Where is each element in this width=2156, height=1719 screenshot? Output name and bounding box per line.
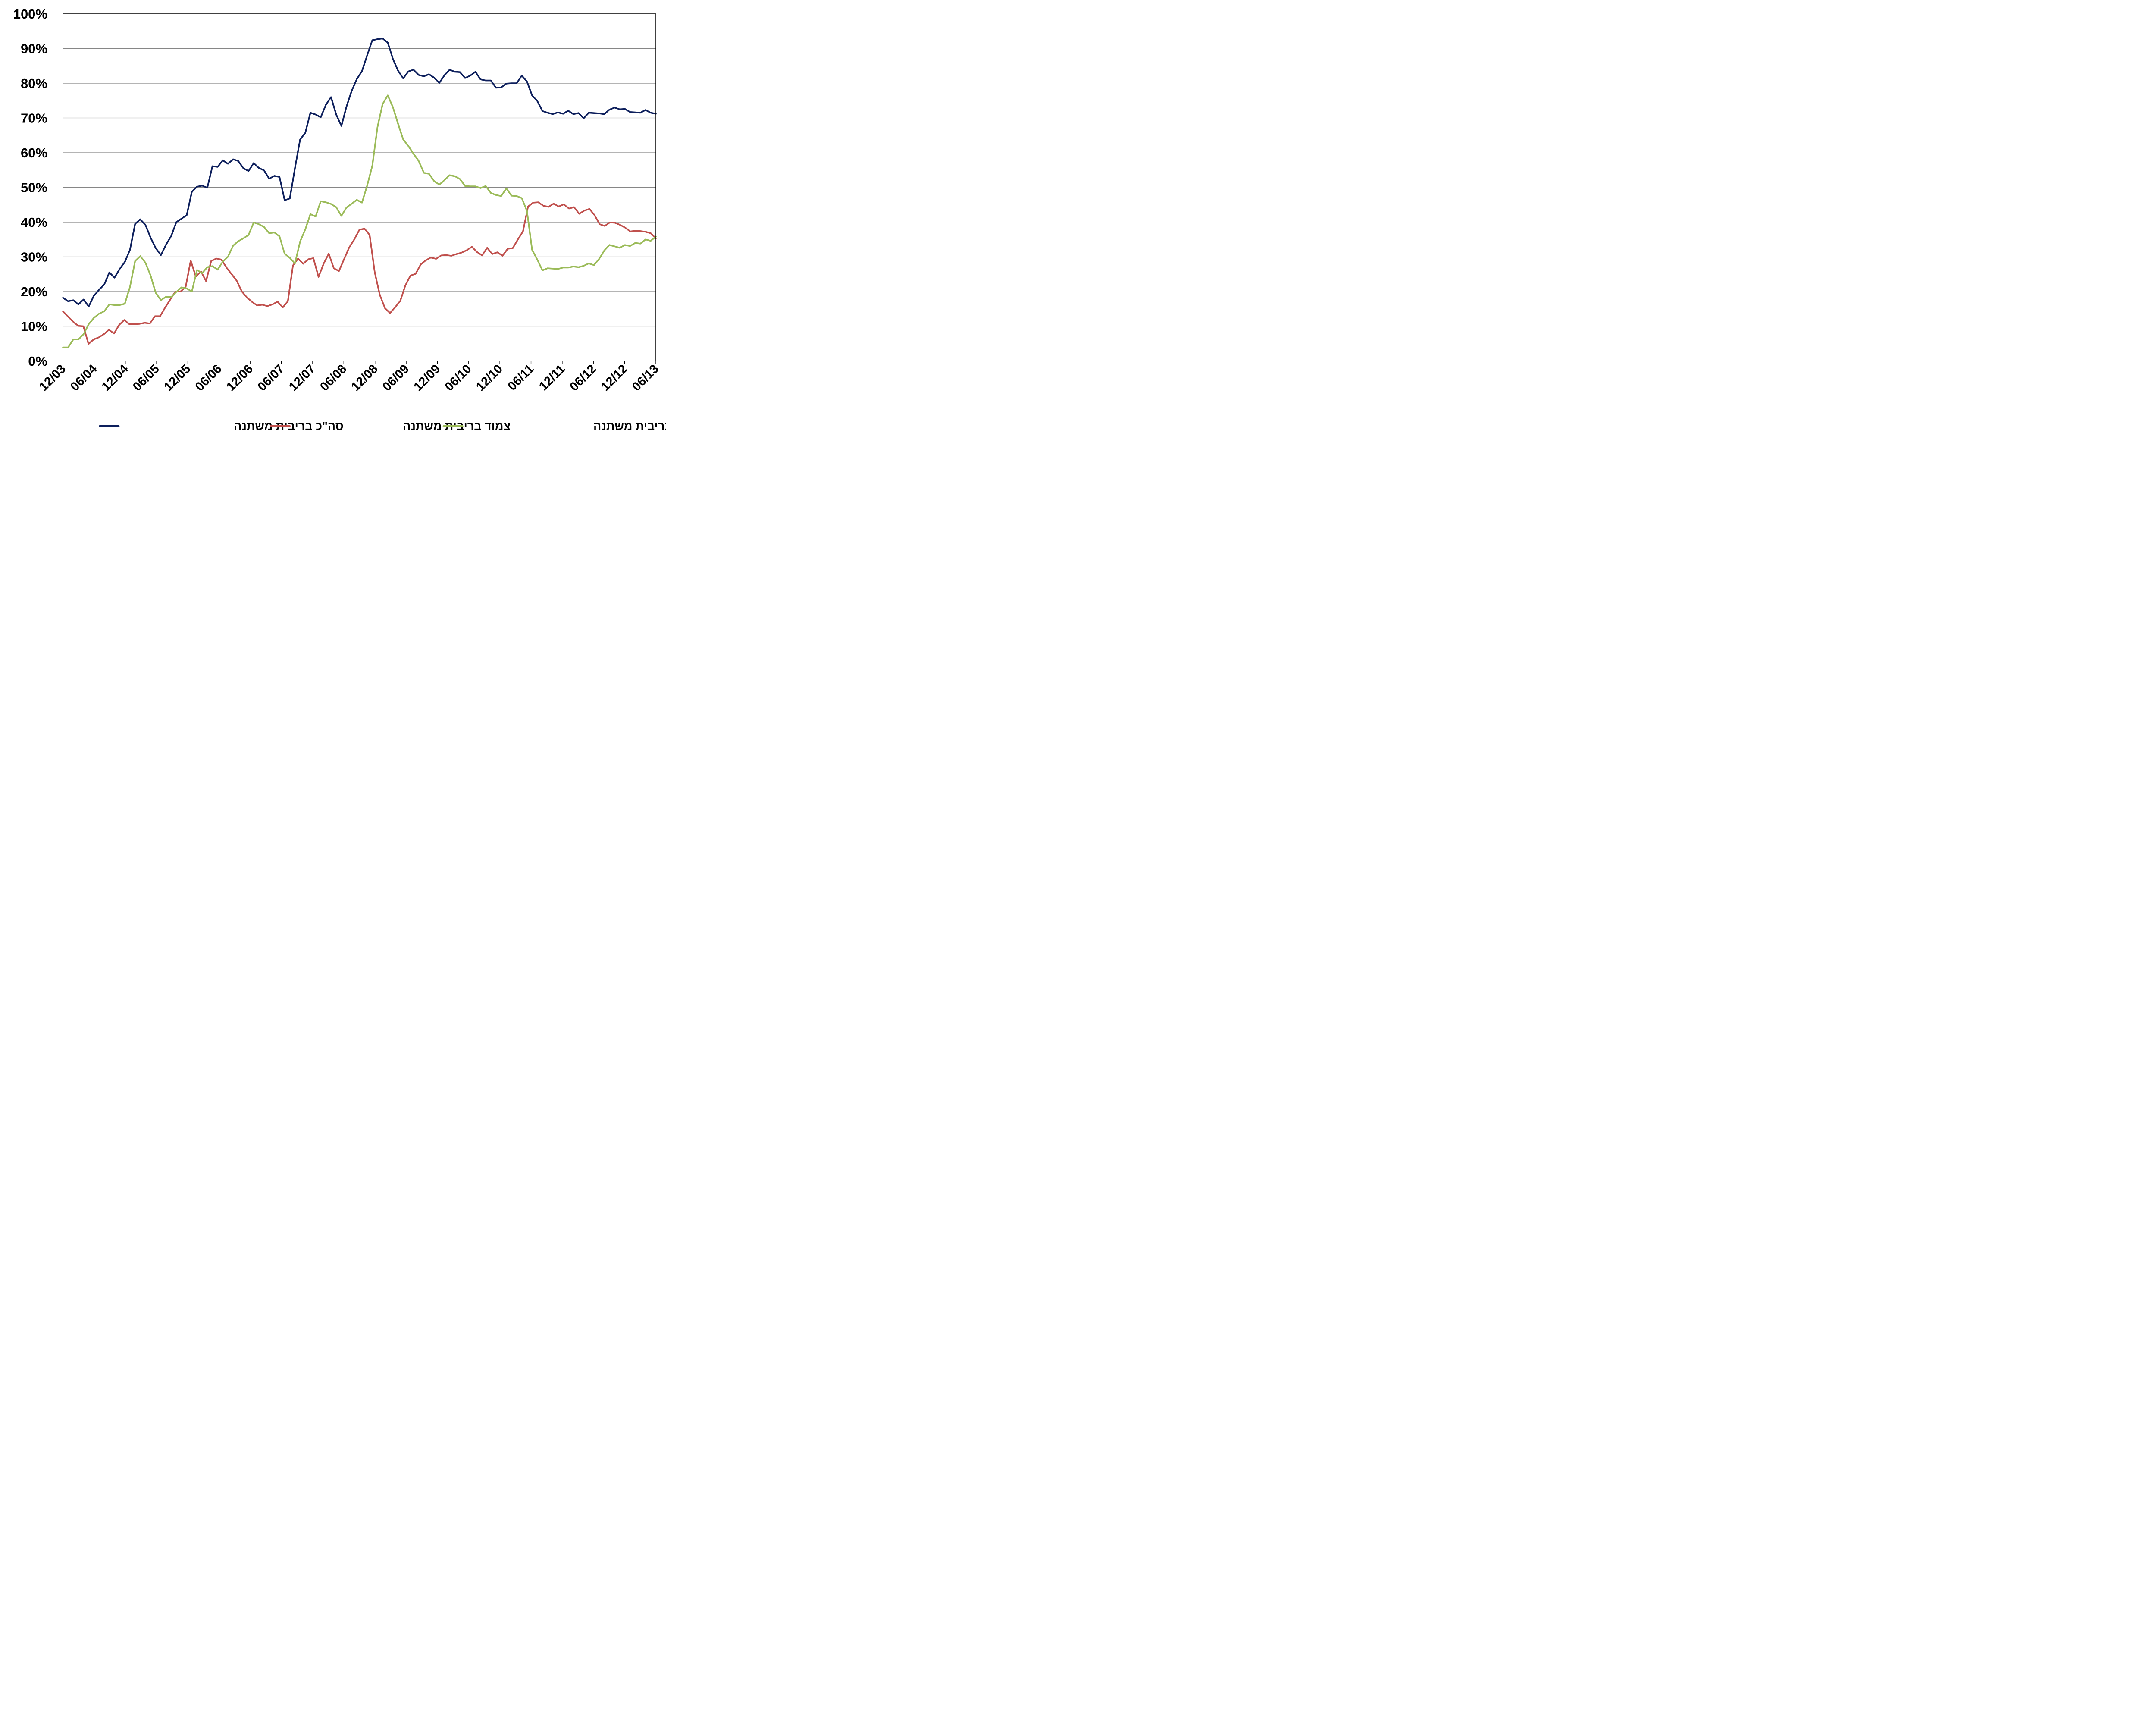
x-tick-label: 06/06: [193, 362, 225, 394]
y-tick-label: 0%: [28, 354, 47, 369]
y-tick-label: 70%: [21, 111, 47, 126]
x-tick-label: 12/12: [599, 362, 630, 394]
x-tick-label: 06/09: [380, 362, 412, 394]
y-axis-ticks: 0% 10% 20% 30% 40% 50% 60% 70% 80% 90% 100%: [13, 6, 47, 369]
y-tick-label: 80%: [21, 76, 47, 91]
y-tick-label: 40%: [21, 215, 47, 230]
y-tick-label: 60%: [21, 145, 47, 160]
x-tick-label: 06/13: [630, 362, 661, 394]
plot-area-border: [63, 13, 656, 361]
legend-item: לא צמוד בריבית משתנה: [442, 420, 666, 433]
y-tick-label: 10%: [21, 319, 47, 334]
legend-item: סה"כ בריבית משתנה: [99, 420, 344, 433]
y-tick-label: 20%: [21, 284, 47, 299]
line-chart: 0% 10% 20% 30% 40% 50% 60% 70% 80% 90% 100% 12/030…: [13, 6, 666, 433]
series-line-2: [62, 201, 657, 345]
y-tick-label: 100%: [13, 6, 47, 22]
x-tick-label: 06/08: [317, 362, 349, 394]
series-line-1: [62, 38, 657, 307]
x-tick-label: 12/06: [224, 362, 256, 394]
series-lines: [62, 38, 657, 348]
x-tick-label: 12/07: [286, 362, 318, 394]
x-tick-label: 12/09: [411, 362, 443, 394]
x-axis-ticks: 12/0306/0412/0406/0512/0506/0612/0606/07…: [37, 361, 661, 394]
x-tick-label: 12/10: [473, 362, 505, 394]
x-tick-label: 06/04: [68, 362, 100, 394]
gridlines: [63, 48, 656, 327]
x-tick-label: 06/05: [130, 362, 162, 394]
x-tick-label: 12/04: [99, 362, 131, 394]
x-tick-label: 06/11: [505, 362, 537, 393]
y-tick-label: 50%: [21, 180, 47, 195]
series-line-3: [62, 94, 657, 348]
x-tick-label: 12/08: [349, 362, 381, 394]
x-tick-label: 06/07: [255, 362, 287, 394]
legend-label: לא צמוד בריבית משתנה: [593, 420, 666, 433]
x-tick-label: 12/11: [536, 362, 568, 393]
x-tick-label: 06/12: [567, 362, 599, 394]
chart-container: 0% 10% 20% 30% 40% 50% 60% 70% 80% 90% 100% 12/03 0…: [0, 0, 666, 439]
x-tick-label: 06/10: [442, 362, 474, 394]
y-tick-label: 90%: [21, 41, 47, 56]
y-tick-label: 30%: [21, 250, 47, 265]
x-tick-label: 12/05: [161, 362, 193, 394]
